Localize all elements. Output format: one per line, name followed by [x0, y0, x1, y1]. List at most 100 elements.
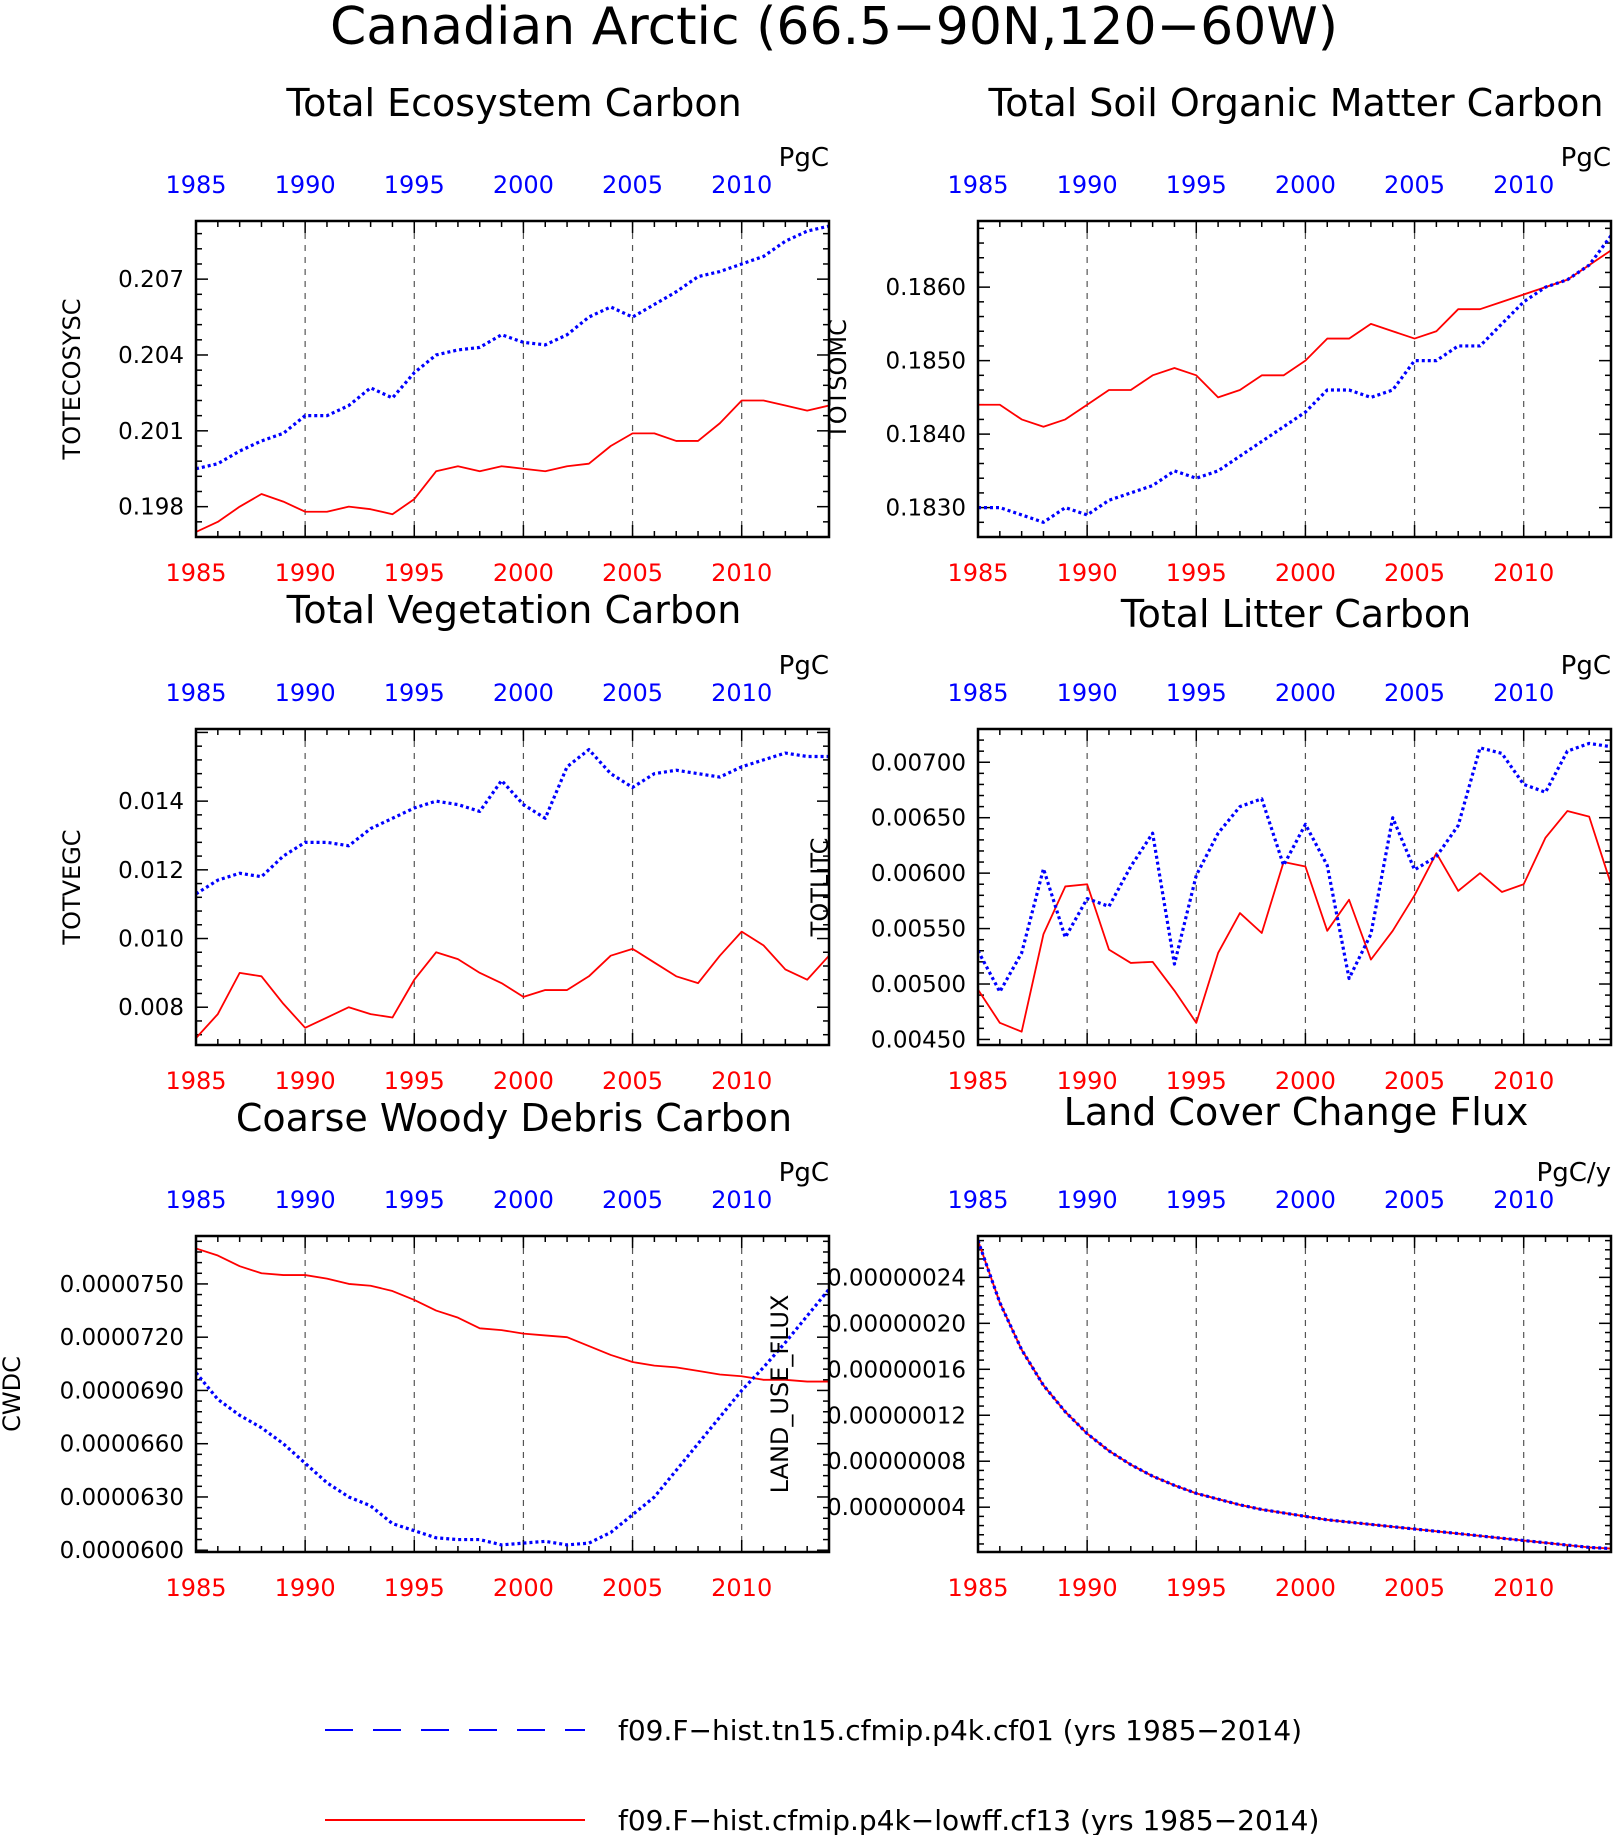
x-tick-label-top: 1995	[1166, 679, 1227, 707]
chart-title: Total Vegetation Carbon	[286, 588, 742, 632]
legend: f09.F−hist.tn15.cfmip.p4k.cf01 (yrs 1985…	[325, 1714, 1319, 1835]
x-tick-label-top: 2005	[1384, 1186, 1445, 1214]
y-tick-label: 0.204	[118, 343, 184, 369]
y-tick-label: 0.0000750	[60, 1272, 184, 1298]
y-tick-label: 0.1860	[886, 275, 966, 301]
x-tick-label: 2000	[493, 1067, 554, 1095]
x-tick-label-top: 2000	[1275, 1186, 1336, 1214]
x-tick-label-top: 1985	[165, 679, 226, 707]
chart-title: Total Soil Organic Matter Carbon	[987, 81, 1603, 125]
series-line-red	[196, 930, 829, 1039]
x-tick-label-top: 2000	[493, 171, 554, 199]
x-tick-label: 1990	[275, 559, 336, 587]
plot-frame	[194, 727, 831, 1047]
units-label: PgC	[779, 143, 829, 173]
x-tick-label: 2000	[1275, 1067, 1336, 1095]
y-tick-label: 0.00000008	[827, 1449, 966, 1475]
y-tick-label: 0.00500	[871, 972, 966, 998]
x-tick-label: 1990	[275, 1574, 336, 1602]
x-tick-label: 1990	[1057, 559, 1118, 587]
legend-label: f09.F−hist.cfmip.p4k−lowff.cf13 (yrs 198…	[618, 1804, 1319, 1835]
chart-panel-3: Total Vegetation Carbon 1985 1985 1990 1990 1…	[58, 588, 831, 1095]
x-tick-label-top: 2000	[493, 1186, 554, 1214]
series-line-blue	[978, 234, 1611, 524]
x-tick-label-top: 1990	[1057, 1186, 1118, 1214]
x-tick-label-top: 2000	[493, 679, 554, 707]
y-tick-label: 0.1850	[886, 349, 966, 375]
series-line-blue	[196, 224, 829, 471]
x-tick-label-top: 1990	[1057, 679, 1118, 707]
x-tick-label: 1990	[275, 1067, 336, 1095]
x-tick-label: 2005	[602, 1574, 663, 1602]
x-tick-label: 1985	[947, 1067, 1008, 1095]
x-tick-label: 2010	[711, 1067, 772, 1095]
y-tick-label: 0.0000660	[60, 1432, 184, 1458]
x-tick-label-top: 2005	[1384, 171, 1445, 199]
x-tick-label: 2005	[602, 559, 663, 587]
y-tick-label: 0.198	[118, 495, 184, 521]
x-tick-label: 2010	[711, 1574, 772, 1602]
plot-frame	[976, 219, 1613, 539]
x-tick-label-top: 1990	[275, 1186, 336, 1214]
legend-label: f09.F−hist.tn15.cfmip.p4k.cf01 (yrs 1985…	[618, 1714, 1302, 1747]
x-tick-label: 2005	[1384, 1067, 1445, 1095]
y-tick-label: 0.0000720	[60, 1325, 184, 1351]
y-tick-label: 0.201	[118, 419, 184, 445]
x-tick-label: 1985	[165, 559, 226, 587]
series-line-blue	[196, 748, 829, 896]
y-tick-label: 0.010	[118, 927, 184, 953]
units-label: PgC	[1561, 651, 1611, 681]
chart-panels: Total Ecosystem Carbon 1985 1985 1990 1990 19…	[0, 81, 1613, 1602]
y-tick-label: 0.0000690	[60, 1378, 184, 1404]
y-tick-label: 0.00000024	[827, 1265, 966, 1291]
x-tick-label-top: 1995	[1166, 171, 1227, 199]
x-tick-label-top: 1985	[165, 171, 226, 199]
x-tick-label: 1985	[165, 1574, 226, 1602]
x-tick-label: 2000	[1275, 559, 1336, 587]
x-tick-label-top: 1985	[165, 1186, 226, 1214]
x-tick-label: 2005	[1384, 1574, 1445, 1602]
x-tick-label: 1995	[1166, 1067, 1227, 1095]
y-tick-label: 0.00700	[871, 750, 966, 776]
x-tick-label: 1995	[1166, 1574, 1227, 1602]
y-tick-label: 0.014	[118, 789, 184, 815]
x-tick-label-top: 1990	[275, 171, 336, 199]
y-tick-label: 0.00450	[871, 1027, 966, 1053]
units-label: PgC	[1561, 143, 1611, 173]
x-tick-label: 1995	[384, 559, 445, 587]
x-tick-label: 1995	[384, 1574, 445, 1602]
figure-title: Canadian Arctic (66.5−90N,120−60W)	[330, 0, 1338, 57]
y-tick-label: 0.00000020	[827, 1311, 966, 1337]
plot-frame	[194, 219, 831, 539]
chart-title: Land Cover Change Flux	[1064, 1090, 1529, 1134]
x-tick-label-top: 2010	[1493, 679, 1554, 707]
x-tick-label-top: 2000	[1275, 679, 1336, 707]
y-tick-label: 0.00550	[871, 917, 966, 943]
y-tick-label: 0.008	[118, 995, 184, 1021]
x-tick-label: 1985	[947, 1574, 1008, 1602]
x-tick-label-top: 2010	[711, 679, 772, 707]
y-tick-label: 0.207	[118, 267, 184, 293]
chart-panel-4: Total Litter Carbon 1985 1985 1990 1990 1995 1…	[806, 592, 1613, 1095]
x-tick-label-top: 1995	[384, 1186, 445, 1214]
x-tick-label-top: 2005	[602, 679, 663, 707]
x-tick-label: 2005	[602, 1067, 663, 1095]
plot-frame	[976, 1234, 1613, 1554]
y-axis-label: LAND_USE_FLUX	[766, 1295, 794, 1494]
y-tick-label: 0.012	[118, 858, 184, 884]
series-line-blue	[196, 1288, 829, 1547]
series-line-red	[196, 1247, 829, 1383]
x-tick-label-top: 2010	[1493, 1186, 1554, 1214]
x-tick-label: 1990	[1057, 1067, 1118, 1095]
y-tick-label: 0.00000004	[827, 1495, 966, 1521]
y-axis-label: TOTECOSYSC	[58, 299, 86, 461]
chart-title: Coarse Woody Debris Carbon	[236, 1096, 792, 1140]
units-label: PgC	[779, 1158, 829, 1188]
y-axis-label: CWDC	[0, 1356, 26, 1432]
x-tick-label: 2000	[1275, 1574, 1336, 1602]
y-tick-label: 0.0000630	[60, 1485, 184, 1511]
x-tick-label-top: 1985	[947, 1186, 1008, 1214]
x-tick-label: 2010	[711, 559, 772, 587]
x-tick-label-top: 1990	[1057, 171, 1118, 199]
x-tick-label: 1990	[1057, 1574, 1118, 1602]
